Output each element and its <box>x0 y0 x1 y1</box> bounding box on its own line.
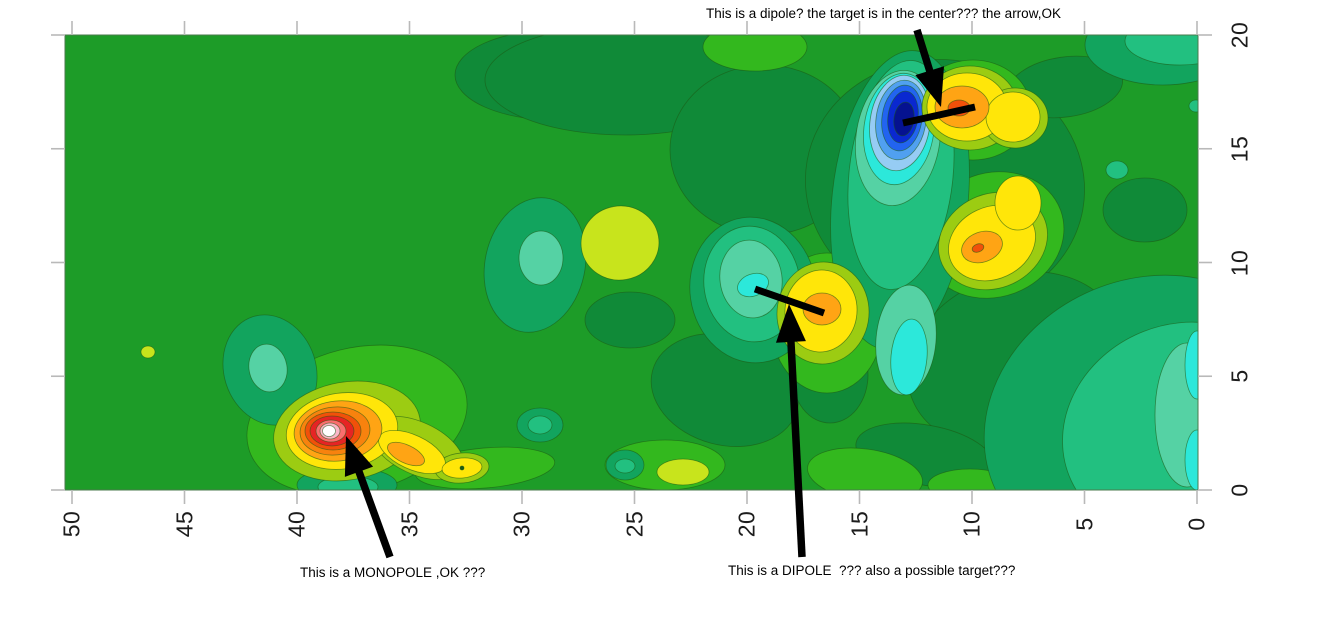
annotation-arrow-shaft <box>913 28 936 78</box>
annotation-monopole: This is a MONOPOLE ,OK ??? <box>300 565 486 580</box>
x-axis-label-50: 50 <box>58 510 85 538</box>
contour-region-green_dark <box>1102 177 1188 243</box>
y-axis-label-10: 10 <box>1226 249 1253 276</box>
contour-region-yellow <box>994 175 1042 231</box>
annotation-dipole-top: This is a dipole? the target is in the c… <box>706 6 1061 21</box>
contour-region-white <box>322 425 336 437</box>
x-axis-label-20: 20 <box>733 510 760 538</box>
x-axis-label-30: 30 <box>508 510 535 538</box>
x-axis-label-45: 45 <box>171 510 197 538</box>
contour-region-yellow <box>985 91 1041 143</box>
x-axis-label-35: 35 <box>396 510 422 538</box>
contour-region-green_bright <box>702 35 808 72</box>
y-axis-label-15: 15 <box>1226 135 1253 163</box>
contour-region-teal <box>527 415 553 435</box>
contour-region-cyan <box>1184 429 1198 490</box>
contour-region-yg_bright <box>580 205 660 281</box>
contour-region-teal_light <box>248 343 288 393</box>
contour-region-teal <box>1105 160 1129 180</box>
y-axis-label-20: 20 <box>1226 21 1253 49</box>
dipole-connector-line <box>753 285 826 317</box>
contour-region-yg_bright <box>656 458 710 486</box>
contour-region-teal_light <box>518 230 564 286</box>
annotation-arrowhead-icon <box>775 304 806 343</box>
contour-region-outline_dot <box>459 465 465 471</box>
contour-region-teal <box>1124 35 1198 66</box>
contour-region-teal <box>614 458 636 474</box>
x-axis-label-0: 0 <box>1183 517 1210 531</box>
contour-region-yg_bright <box>140 345 156 359</box>
dipole-connector-line <box>902 103 976 127</box>
contour-region-green_dark <box>584 291 676 349</box>
contour-region-teal <box>1188 99 1198 113</box>
contour-region-green_bright <box>807 447 923 490</box>
y-axis-label-5: 5 <box>1226 369 1253 383</box>
contour-region-cyan <box>1184 330 1198 400</box>
x-axis-label-25: 25 <box>621 510 647 538</box>
contour-layer-group <box>65 35 1198 490</box>
annotation-arrow-shaft <box>786 335 806 558</box>
y-axis-label-0: 0 <box>1226 483 1253 497</box>
x-axis-label-5: 5 <box>1071 517 1097 531</box>
contour-region-orange <box>387 441 425 467</box>
annotation-arrow-shaft <box>353 464 394 559</box>
x-axis-label-40: 40 <box>283 510 310 538</box>
annotation-arrowhead-icon <box>344 436 374 477</box>
annotation-arrowhead-icon <box>915 66 945 107</box>
annotation-dipole-mid: This is a DIPOLE ??? also a possible tar… <box>728 563 1016 578</box>
contour-region-cyan <box>890 318 928 396</box>
x-axis-label-10: 10 <box>958 510 985 538</box>
x-axis-label-15: 15 <box>846 510 872 538</box>
contour-region-orange_red <box>971 243 985 253</box>
